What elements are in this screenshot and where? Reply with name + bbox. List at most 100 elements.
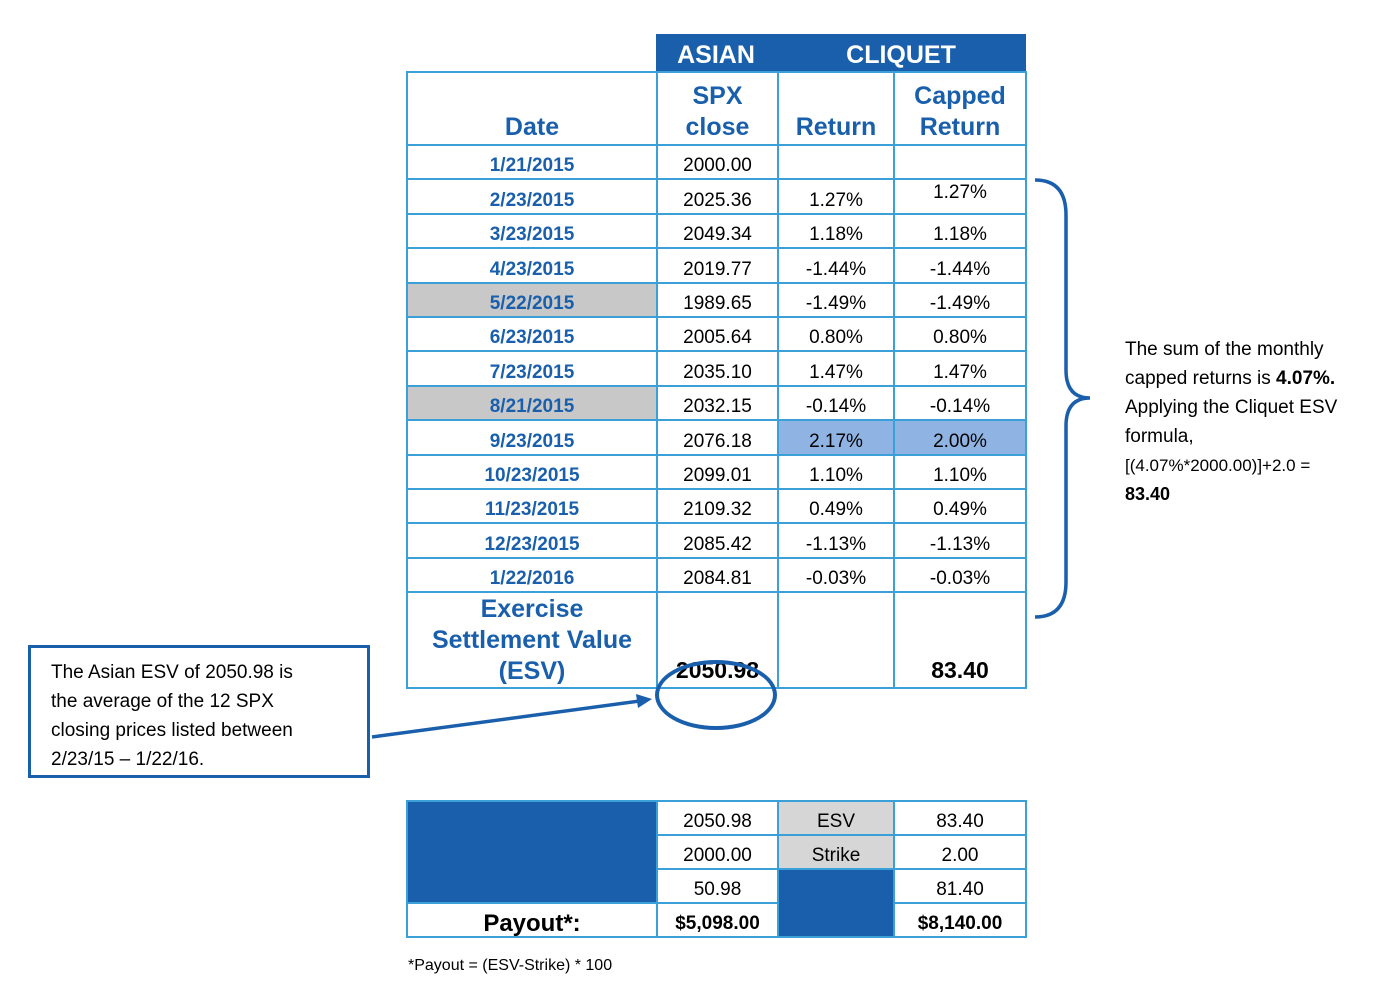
esv-return-empty [777, 591, 895, 690]
return-cell: -0.14% [777, 384, 895, 422]
spx-cell: 2049.34 [656, 212, 779, 250]
capped-return-cell: -0.14% [893, 384, 1027, 422]
callout-line: The Asian ESV of 2050.98 is [51, 662, 293, 683]
capped-return-cell: 1.18% [893, 212, 1027, 250]
cliquet-difference-cell: 81.40 [893, 868, 1027, 904]
table-row: 2/23/2015 2025.36 1.27% 1.27% [406, 178, 1027, 215]
column-header-date: Date [406, 71, 658, 146]
return-cell: 1.10% [777, 453, 895, 490]
spx-cell: 2084.81 [656, 556, 779, 594]
capped-return-cell: -1.13% [893, 522, 1027, 559]
note-line: The sum of the monthly [1125, 339, 1324, 360]
cliquet-strike-cell: 2.00 [893, 834, 1027, 870]
payout-footnote: *Payout = (ESV-Strike) * 100 [408, 957, 613, 974]
date-cell: 8/21/2015 [406, 384, 658, 422]
payout-row-strike: 2000.00 Strike 2.00 [407, 834, 1027, 870]
date-cell: 6/23/2015 [406, 315, 658, 353]
callout-line: 2/23/15 – 1/22/16. [51, 749, 205, 770]
main-table: Date SPX close Return Capped Return 1/21/2… [406, 71, 1027, 690]
return-cell: 0.80% [777, 315, 895, 353]
asian-explanation-callout: The Asian ESV of 2050.98 is the average … [28, 645, 370, 778]
callout-line: the average of the 12 SPX [51, 691, 274, 712]
header-asian: ASIAN [677, 41, 755, 69]
column-header-return: Return [777, 71, 895, 146]
return-cell: -1.44% [777, 247, 895, 284]
table-row: 3/23/2015 2049.34 1.18% 1.18% [406, 212, 1027, 250]
date-cell: 1/22/2016 [406, 556, 658, 594]
return-cell: -1.13% [777, 522, 895, 559]
table-row: 1/21/2015 2000.00 [406, 143, 1027, 181]
spx-cell: 2035.10 [656, 350, 779, 387]
return-cell: 1.18% [777, 212, 895, 250]
date-cell: 9/23/2015 [406, 419, 658, 456]
curly-brace [1034, 178, 1091, 619]
callout-arrow-head [636, 694, 652, 708]
callout-line: closing prices listed between [51, 720, 293, 741]
payout-table: 2050.98 ESV 83.40 2000.00 Strike 2.00 50… [406, 800, 1027, 938]
spx-cell: 2025.36 [656, 178, 779, 215]
return-cell: 0.49% [777, 487, 895, 525]
table-row: 1/22/2016 2084.81 -0.03% -0.03% [406, 556, 1027, 594]
return-cell [777, 143, 895, 181]
table-row: 4/23/2015 2019.77 -1.44% -1.44% [406, 247, 1027, 284]
capped-return-cell: 1.47% [893, 350, 1027, 387]
asian-strike-cell: 2000.00 [656, 834, 779, 870]
date-cell: 7/23/2015 [406, 350, 658, 387]
spx-cell: 2109.32 [656, 487, 779, 525]
table-row: 10/23/2015 2099.01 1.10% 1.10% [406, 453, 1027, 490]
capped-return-cell: -1.44% [893, 247, 1027, 284]
capped-return-cell: 2.00% [893, 419, 1027, 456]
asian-payout-cell: $5,098.00 [656, 902, 779, 938]
date-cell: 12/23/2015 [406, 522, 658, 559]
capped-return-cell: 0.80% [893, 315, 1027, 353]
spx-cell: 2085.42 [656, 522, 779, 559]
table-row: 5/22/2015 1989.65 -1.49% -1.49% [406, 281, 1027, 318]
capped-return-cell: 0.49% [893, 487, 1027, 525]
capped-return-cell: -1.49% [893, 281, 1027, 318]
payout-row-total: Payout*: $5,098.00 $8,140.00 [406, 902, 1027, 938]
date-cell: 1/21/2015 [406, 143, 658, 181]
date-cell: 10/23/2015 [406, 453, 658, 490]
date-cell: 3/23/2015 [406, 212, 658, 250]
payout-blue-block-small [777, 868, 895, 938]
payout-row-esv: 2050.98 ESV 83.40 [406, 800, 1027, 904]
date-cell: 4/23/2015 [406, 247, 658, 284]
asian-difference-cell: 50.98 [656, 868, 779, 904]
strike-label-cell: Strike [777, 834, 895, 870]
note-line: [(4.07%*2000.00)]+2.0 = [1125, 456, 1311, 475]
capped-return-cell: 1.27% [893, 178, 1027, 215]
cliquet-explanation-note: The sum of the monthly capped returns is… [1125, 335, 1385, 509]
date-cell: 5/22/2015 [406, 281, 658, 318]
payout-row-difference: 50.98 81.40 [407, 868, 1027, 938]
payout-label: Payout*: [406, 902, 658, 938]
esv-label-cell: ESV [777, 800, 895, 836]
spx-cell: 2032.15 [656, 384, 779, 422]
esv-label: Exercise Settlement Value (ESV) [406, 591, 658, 690]
date-cell: 11/23/2015 [406, 487, 658, 525]
note-line: 83.40 [1125, 484, 1171, 504]
spx-cell: 1989.65 [656, 281, 779, 318]
spx-cell: 2019.77 [656, 247, 779, 284]
return-cell: -1.49% [777, 281, 895, 318]
capped-return-cell: -0.03% [893, 556, 1027, 594]
table-row: 12/23/2015 2085.42 -1.13% -1.13% [406, 522, 1027, 559]
spx-cell: 2076.18 [656, 419, 779, 456]
column-header-row: Date SPX close Return Capped Return [406, 71, 1027, 146]
spx-cell: 2000.00 [656, 143, 779, 181]
asian-esv-highlight-ellipse [655, 660, 777, 730]
spx-cell: 2099.01 [656, 453, 779, 490]
callout-arrow-line [371, 699, 641, 739]
column-header-spx: SPX close [656, 71, 779, 146]
note-line: capped returns is 4.07%. [1125, 368, 1336, 389]
cliquet-esv-value: 83.40 [893, 591, 1027, 690]
header-band [656, 34, 1026, 71]
header-cliquet: CLIQUET [846, 41, 956, 69]
payout-blue-block [406, 800, 658, 904]
note-line: Applying the Cliquet ESV [1125, 397, 1338, 418]
table-row: 6/23/2015 2005.64 0.80% 0.80% [406, 315, 1027, 353]
column-header-capped-return: Capped Return [893, 71, 1027, 146]
table-row: 8/21/2015 2032.15 -0.14% -0.14% [406, 384, 1027, 422]
capped-return-cell: 1.10% [893, 453, 1027, 490]
return-cell: -0.03% [777, 556, 895, 594]
return-cell: 1.27% [777, 178, 895, 215]
